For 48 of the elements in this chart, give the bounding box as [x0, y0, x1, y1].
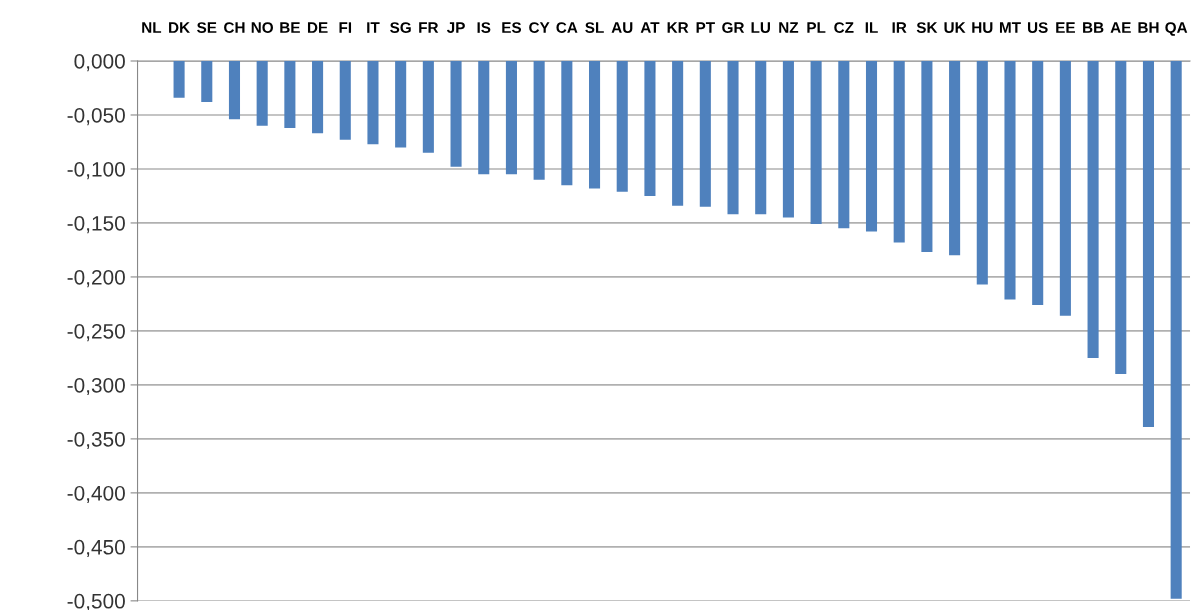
x-tick-label: SG [390, 22, 411, 33]
x-tick-label: SE [197, 22, 217, 33]
x-tick-label: IR [892, 22, 907, 33]
x-tick-label: NZ [779, 22, 799, 33]
x-tick-label: AE [1110, 22, 1131, 33]
x-tick-label: DE [307, 22, 328, 33]
x-tick-label: NL [142, 22, 162, 33]
x-tick-label: IS [477, 22, 491, 33]
x-tick-label: BE [280, 22, 300, 33]
x-tick-label: DK [169, 22, 190, 33]
x-tick-label: KR [667, 22, 689, 33]
x-tick-label: FR [419, 22, 439, 33]
y-tick-label: -0,250 [67, 323, 125, 342]
x-tick-label: GR [722, 22, 745, 33]
x-tick-label: SK [916, 22, 938, 33]
x-tick-label: BB [1083, 22, 1104, 33]
x-tick-label: QA [1165, 22, 1188, 36]
y-tick-label: -0,400 [67, 485, 125, 504]
x-tick-label: NO [251, 22, 273, 33]
x-tick-label: FI [339, 22, 352, 33]
y-tick-label: -0,350 [67, 431, 125, 450]
x-tick-label: UK [944, 22, 966, 33]
x-tick-label: PT [696, 22, 715, 33]
y-tick-label: -0,200 [67, 269, 125, 288]
x-tick-label: BH [1138, 22, 1159, 33]
y-tick-label: -0,150 [67, 215, 125, 234]
x-tick-label: AT [640, 22, 660, 33]
x-tick-label: MT [999, 22, 1021, 33]
x-tick-label: LU [751, 22, 770, 33]
x-tick-label: US [1027, 22, 1048, 33]
x-tick-label: EE [1056, 22, 1075, 33]
x-tick-label: HU [972, 22, 993, 33]
x-tick-label: IL [865, 22, 878, 33]
x-tick-label: CA [556, 22, 578, 33]
y-tick-label: -0,450 [67, 539, 125, 558]
x-tick-label: PL [807, 22, 826, 33]
y-tick-label: -0,050 [67, 107, 125, 126]
x-tick-label: CY [529, 22, 550, 33]
y-tick-label: -0,300 [67, 377, 125, 396]
y-tick-label: -0,100 [67, 161, 125, 180]
x-tick-label: AU [611, 22, 633, 33]
x-tick-label: JP [446, 22, 465, 33]
y-tick-label: 0,000 [74, 54, 125, 72]
x-tick-label: ES [502, 22, 522, 33]
x-tick-label: IT [367, 22, 380, 33]
x-tick-label: CH [224, 22, 245, 33]
x-tick-label: CZ [834, 22, 854, 33]
x-tick-label: SL [585, 22, 604, 33]
